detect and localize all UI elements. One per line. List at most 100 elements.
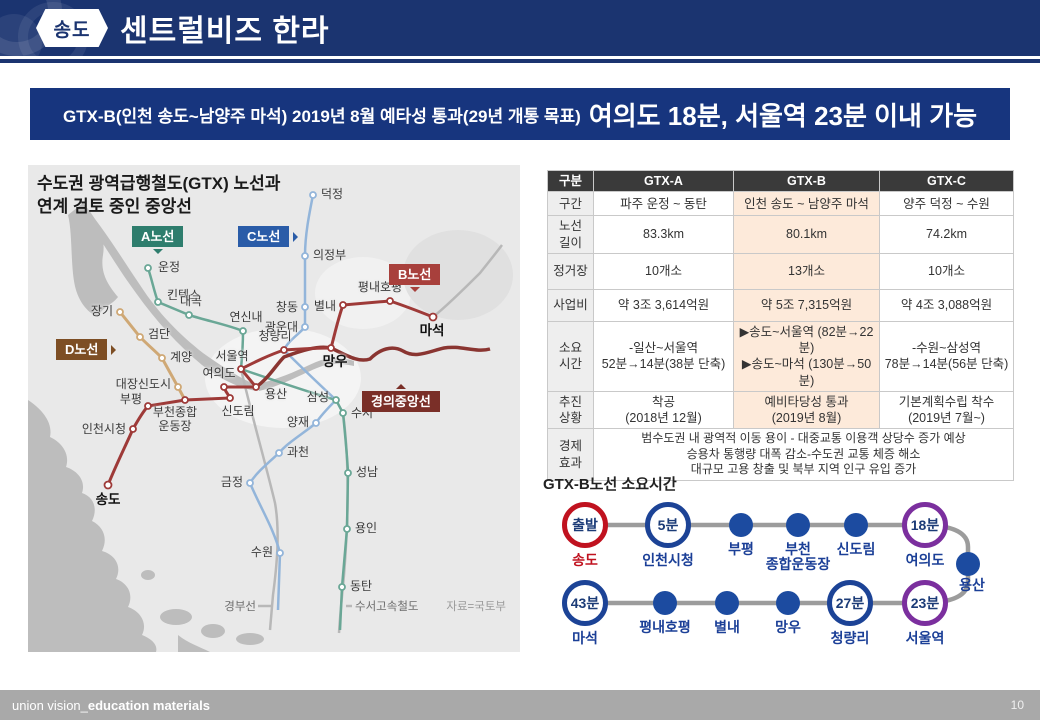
col-header: GTX-A <box>593 169 734 193</box>
map-source: 자료=국토부 <box>446 601 506 613</box>
row-label: 소요 시간 <box>547 320 594 392</box>
col-header: GTX-B <box>733 169 880 193</box>
line-badge-a: A노선 <box>132 226 184 254</box>
map-station-label: 대장신도시 <box>115 377 171 392</box>
cell-gtx-b: ▶송도~서울역 (82분→22분) ▶송도~마석 (130분→50분) <box>733 320 880 392</box>
songdo-hex-badge: 송도 <box>36 9 108 47</box>
route-stop-dot <box>844 513 868 537</box>
cell-gtx-b: 인천 송도 ~ 남양주 마석 <box>733 191 880 217</box>
cell-gtx-c: 약 4조 3,088억원 <box>879 288 1014 322</box>
cell-gtx-a: 착공 (2018년 12월) <box>593 390 734 430</box>
line-badge-d: D노선 <box>56 339 117 360</box>
map-station-label: 과천 <box>287 445 310 460</box>
map-station-label: 용인 <box>355 521 378 536</box>
map-station-label: 검단 <box>148 327 171 342</box>
gtx-b-route-section: GTX-B노선 소요시간 출발 5분 18분 송도 인천시청 부평 부천 종합운… <box>543 473 1023 655</box>
slide-header: 송도 센트럴비즈 한라 <box>0 0 1040 56</box>
route-stop-ring: 23분 <box>902 580 948 626</box>
cell-gtx-a: 10개소 <box>593 252 734 290</box>
col-header: 구분 <box>547 169 594 193</box>
banner-subtext: GTX-B(인천 송도~남양주 마석) 2019년 8월 예타성 통과(29년 … <box>62 106 581 126</box>
cell-gtx-a: 약 3조 3,614억원 <box>593 288 734 322</box>
page-number: 10 <box>1010 698 1024 712</box>
map-station-label: 광운대 <box>264 320 298 335</box>
map-station-label: 덕정 <box>321 187 344 202</box>
map-station-label: 연신내 <box>229 310 263 325</box>
header-divider <box>0 56 1040 59</box>
table-row: 구간 파주 운정 ~ 동탄 인천 송도 ~ 남양주 마석 양주 덕정 ~ 수원 <box>547 191 1014 217</box>
row-label: 정거장 <box>547 252 594 290</box>
table-row: 추진 상황 착공 (2018년 12월) 예비타당성 통과 (2019년 8월)… <box>547 390 1014 430</box>
row-label: 구간 <box>547 191 594 217</box>
line-badge-b: B노선 <box>389 264 441 292</box>
table-row: 사업비 약 3조 3,614억원 약 5조 7,315억원 약 4조 3,088… <box>547 288 1014 322</box>
cell-gtx-c: 10개소 <box>879 252 1014 290</box>
gtx-compare-table: 구분 GTX-A GTX-B GTX-C 구간 파주 운정 ~ 동탄 인천 송도… <box>547 169 1014 482</box>
route-stop-dot <box>729 513 753 537</box>
cell-gtx-a: 파주 운정 ~ 동탄 <box>593 191 734 217</box>
cell-economy: 범수도권 내 광역적 이동 용이 - 대중교통 이용객 상당수 증가 예상 승용… <box>593 428 1014 482</box>
cell-gtx-c: 74.2km <box>879 215 1014 254</box>
table-row: 소요 시간 -일산~서울역 52분→14분(38분 단축) ▶송도~서울역 (8… <box>547 320 1014 392</box>
header-divider-line <box>0 59 1040 63</box>
map-station-label: 인천시청 <box>81 422 126 437</box>
map-station-label: 청량리 <box>258 329 292 344</box>
map-station-label: 삼성 <box>306 390 329 405</box>
route-stop-dot <box>776 591 800 615</box>
route-stop-label: 평내호평 <box>639 619 691 635</box>
map-station-label: 계양 <box>170 350 193 365</box>
route-stop-label: 청량리 <box>830 630 870 646</box>
cell-gtx-c: 양주 덕정 ~ 수원 <box>879 191 1014 217</box>
map-station-label: 창동 <box>275 300 298 315</box>
cell-gtx-a: -일산~서울역 52분→14분(38분 단축) <box>593 320 734 392</box>
banner-main-text: 여의도 18분, 서울역 23분 이내 가능 <box>588 100 978 131</box>
row-label: 사업비 <box>547 288 594 322</box>
map-station-label: 양재 <box>286 415 309 430</box>
route-stop-ring: 18분 <box>902 502 948 548</box>
map-station-label: 망우 <box>322 354 348 369</box>
col-header: GTX-C <box>879 169 1014 193</box>
badge-pointer <box>111 344 117 355</box>
page-title: 센트럴비즈 한라 <box>120 15 330 48</box>
route-stop-label: 서울역 <box>905 630 945 646</box>
map-urban-areas <box>205 230 513 428</box>
map-station-label: 부평 <box>119 392 142 407</box>
route-stop-label: 인천시청 <box>642 552 694 568</box>
route-stop-label: 망우 <box>775 619 801 635</box>
map-water <box>28 203 354 652</box>
map-station-label: 신도림 <box>221 404 255 418</box>
route-stop-label: 마석 <box>572 630 598 646</box>
map-station-label: 의정부 <box>313 248 347 263</box>
route-stop-label: 부평 <box>728 541 754 557</box>
route-stop-label: 신도림 <box>836 541 876 557</box>
cell-gtx-c: 기본계획수립 착수 (2019년 7월~) <box>879 390 1014 430</box>
cell-gtx-b: 80.1km <box>733 215 880 254</box>
decor-circle <box>0 14 42 56</box>
map-station-label: 서울역 <box>215 349 249 364</box>
map-station-label: 동탄 <box>350 579 373 594</box>
table-row-economy: 경제 효과 범수도권 내 광역적 이동 용이 - 대중교통 이용객 상당수 증가… <box>547 428 1014 482</box>
map-station-label: 장기 <box>90 304 113 319</box>
map-station-label: 별내 <box>313 299 336 314</box>
route-stop-dot <box>653 591 677 615</box>
route-title: GTX-B노선 소요시간 <box>543 476 677 493</box>
map-station-label: 금정 <box>220 475 243 490</box>
badge-pointer <box>395 384 406 389</box>
cell-gtx-a: 83.3km <box>593 215 734 254</box>
map-station-label: 송도 <box>95 492 121 507</box>
map-lines-svg <box>28 191 513 652</box>
gtx-network-map: 수도권 광역급행철도(GTX) 노선과 연계 검토 중인 중앙선 운정 킨텍스 … <box>28 165 520 652</box>
route-stop-label: 부천 종합운동장 <box>765 541 831 573</box>
table-row: 노선 길이 83.3km 80.1km 74.2km <box>547 215 1014 254</box>
route-stop-label: 용산 <box>959 577 985 593</box>
route-diagram: 출발 5분 18분 송도 인천시청 부평 부천 종합운동장 신도림 여의도 용산… <box>555 495 1015 653</box>
rail-label-gyeongbu: 경부선 <box>224 601 256 613</box>
cell-gtx-b: 약 5조 7,315억원 <box>733 288 880 322</box>
route-stop-label: 송도 <box>572 552 598 568</box>
footer-credit: union vision_education materials <box>12 697 210 713</box>
route-stop-dot <box>956 552 980 576</box>
rail-label-suseo-hsr: 수서고속철도 <box>355 601 419 613</box>
cell-gtx-b: 13개소 <box>733 252 880 290</box>
map-station-label: 용산 <box>265 387 288 402</box>
map-station-label: 여의도 <box>202 366 236 381</box>
